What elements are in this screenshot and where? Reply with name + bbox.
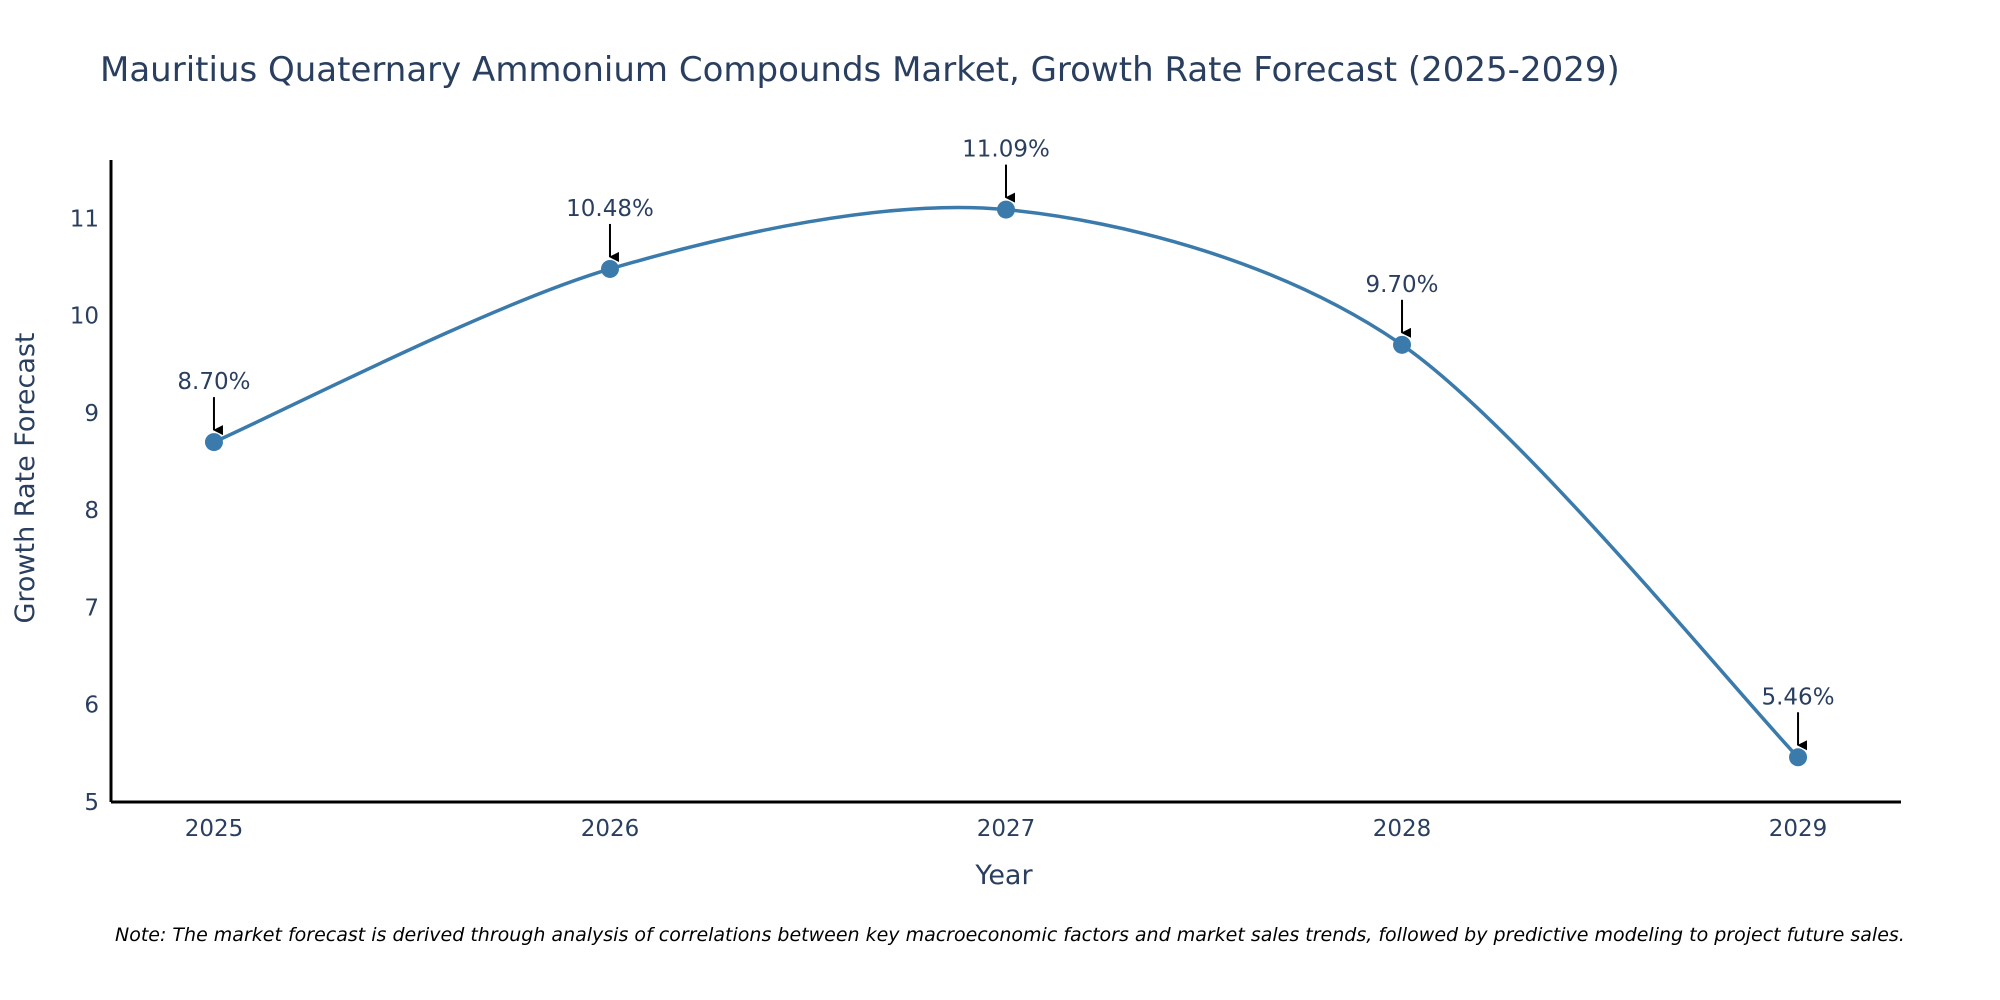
x-tick-label: 2027 [977,816,1036,842]
y-tick-label: 8 [84,498,99,524]
data-label: 11.09% [962,137,1050,163]
data-point [600,259,619,278]
x-tick-label: 2025 [185,816,244,842]
data-point [1393,335,1412,354]
plot-area: 8.70% 10.48% 11.09% 9.70% 5.46% [177,137,1835,767]
footnote: Note: The market forecast is derived thr… [115,924,1905,946]
data-point [204,433,223,452]
y-tick-label: 7 [84,595,99,621]
chart-title: Mauritius Quaternary Ammonium Compounds … [100,50,1620,90]
data-label: 10.48% [566,196,654,222]
data-label: 9.70% [1365,272,1438,298]
data-point [1789,748,1808,767]
y-tick-label: 9 [84,401,99,427]
x-tick-label: 2028 [1373,816,1432,842]
data-label: 8.70% [177,369,250,395]
y-tick-label: 5 [84,790,99,816]
x-tick-label: 2026 [581,816,640,842]
y-axis-ticks: 5 6 7 8 9 10 11 [70,206,99,816]
data-label: 5.46% [1761,684,1834,710]
x-axis-ticks: 2025 2026 2027 2028 2029 [185,816,1828,842]
y-tick-label: 6 [84,693,99,719]
x-axis-title: Year [974,860,1033,891]
y-tick-label: 11 [70,206,99,232]
x-tick-label: 2029 [1769,816,1828,842]
y-axis-title: Growth Rate Forecast [10,332,41,623]
y-tick-label: 10 [70,304,99,330]
series-line [213,205,1800,759]
data-point [997,200,1015,219]
